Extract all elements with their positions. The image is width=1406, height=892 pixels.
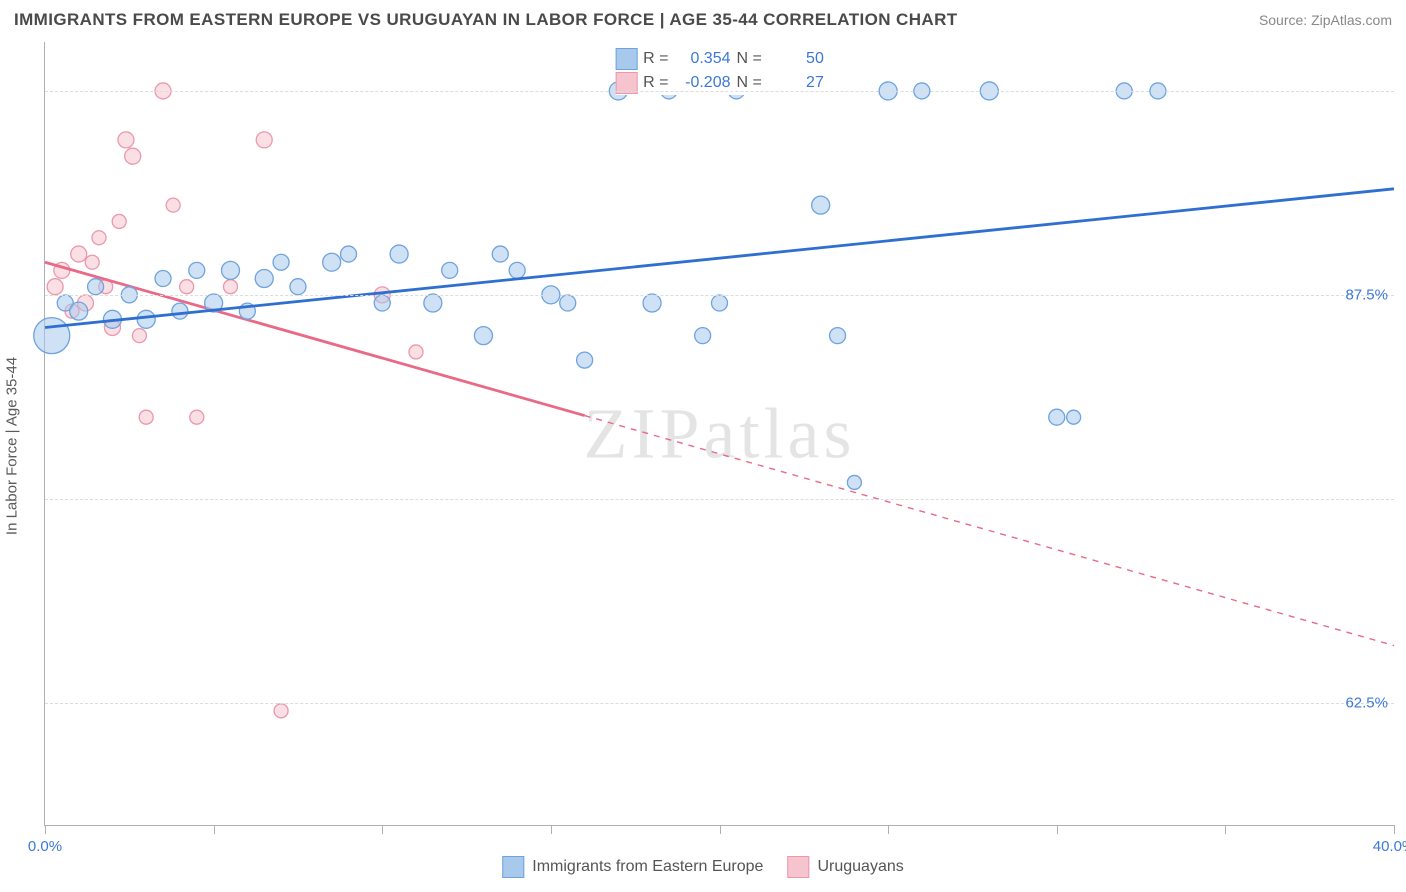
n-value-blue: 50	[768, 50, 824, 68]
scatter-point	[85, 255, 99, 269]
scatter-point	[273, 254, 289, 270]
scatter-point	[509, 262, 525, 278]
scatter-point	[560, 295, 576, 311]
scatter-point	[172, 303, 188, 319]
scatter-point	[1049, 409, 1065, 425]
r-label: R =	[643, 74, 668, 92]
scatter-point	[132, 329, 146, 343]
scatter-point	[442, 262, 458, 278]
scatter-point	[323, 253, 341, 271]
scatter-point	[180, 280, 194, 294]
legend-row-blue: R = 0.354 N = 50	[615, 47, 824, 71]
scatter-point	[830, 328, 846, 344]
scatter-point	[88, 279, 104, 295]
n-label: N =	[737, 74, 762, 92]
r-label: R =	[643, 50, 668, 68]
scatter-point	[341, 246, 357, 262]
n-value-pink: 27	[768, 74, 824, 92]
x-tick-label: 0.0%	[28, 838, 62, 855]
legend-swatch-blue	[502, 856, 524, 878]
header: IMMIGRANTS FROM EASTERN EUROPE VS URUGUA…	[14, 10, 1392, 30]
scatter-point	[577, 352, 593, 368]
scatter-point	[255, 270, 273, 288]
correlation-legend: R = 0.354 N = 50 R = -0.208 N = 27	[615, 47, 824, 95]
legend-item-blue: Immigrants from Eastern Europe	[502, 856, 763, 878]
scatter-point	[112, 214, 126, 228]
r-value-pink: -0.208	[675, 74, 731, 92]
scatter-point	[492, 246, 508, 262]
y-tick-label: 62.5%	[1345, 694, 1388, 711]
y-axis-title: In Labor Force | Age 35-44	[4, 357, 21, 535]
scatter-point	[274, 704, 288, 718]
series-legend: Immigrants from Eastern Europe Uruguayan…	[502, 856, 903, 878]
scatter-point	[847, 475, 861, 489]
r-value-blue: 0.354	[675, 50, 731, 68]
chart-title: IMMIGRANTS FROM EASTERN EUROPE VS URUGUA…	[14, 10, 958, 30]
scatter-point	[137, 310, 155, 328]
scatter-point	[125, 148, 141, 164]
y-tick-label: 87.5%	[1345, 286, 1388, 303]
scatter-point	[221, 261, 239, 279]
scatter-point	[223, 280, 237, 294]
legend-swatch-blue	[615, 48, 637, 70]
scatter-point	[155, 271, 171, 287]
scatter-point	[47, 279, 63, 295]
chart-container: IMMIGRANTS FROM EASTERN EUROPE VS URUGUA…	[0, 0, 1406, 892]
scatter-point	[139, 410, 153, 424]
scatter-point	[712, 295, 728, 311]
scatter-point	[118, 132, 134, 148]
legend-label-pink: Uruguayans	[817, 858, 903, 876]
scatter-point	[812, 196, 830, 214]
scatter-point	[190, 410, 204, 424]
n-label: N =	[737, 50, 762, 68]
scatter-point	[1067, 410, 1081, 424]
regression-solid	[45, 262, 585, 415]
scatter-point	[474, 327, 492, 345]
source-label: Source: ZipAtlas.com	[1259, 12, 1392, 28]
legend-item-pink: Uruguayans	[787, 856, 903, 878]
legend-swatch-pink	[787, 856, 809, 878]
scatter-point	[290, 279, 306, 295]
scatter-point	[256, 132, 272, 148]
x-tick-label: 40.0%	[1373, 838, 1406, 855]
scatter-point	[374, 295, 390, 311]
scatter-point	[409, 345, 423, 359]
scatter-point	[695, 328, 711, 344]
scatter-point	[189, 262, 205, 278]
plot-area: ZIPatlas R = 0.354 N = 50 R = -0.208 N =…	[44, 42, 1394, 826]
legend-label-blue: Immigrants from Eastern Europe	[532, 858, 763, 876]
scatter-point	[34, 318, 70, 354]
scatter-point	[424, 294, 442, 312]
regression-dashed	[585, 416, 1394, 646]
scatter-point	[70, 302, 88, 320]
scatter-point	[643, 294, 661, 312]
chart-svg	[45, 42, 1394, 825]
scatter-point	[71, 246, 87, 262]
scatter-point	[92, 231, 106, 245]
scatter-point	[166, 198, 180, 212]
scatter-point	[390, 245, 408, 263]
